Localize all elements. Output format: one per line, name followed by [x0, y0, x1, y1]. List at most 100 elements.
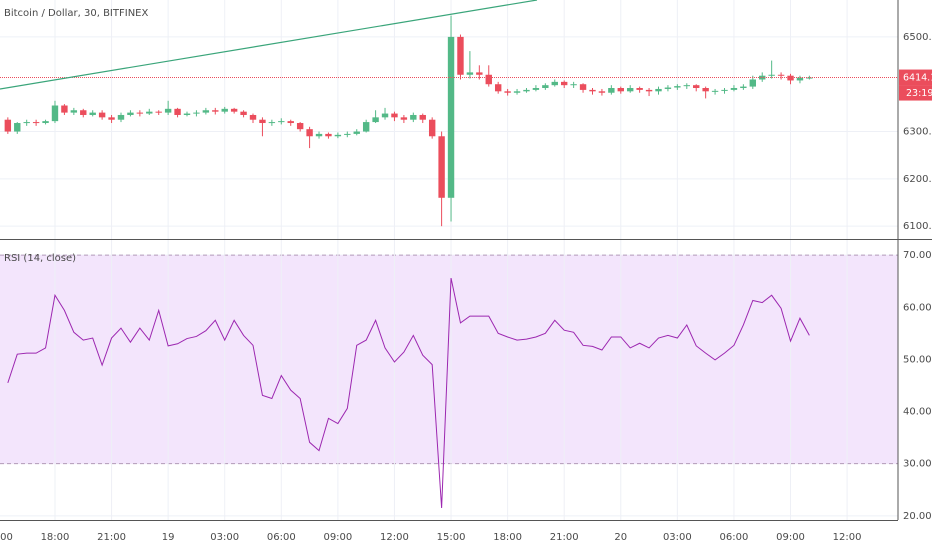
y-tick-label: 20.0000 — [903, 511, 932, 522]
last-price-tag — [899, 69, 932, 86]
candle-body — [617, 88, 624, 92]
x-tick-label: 18:00 — [493, 532, 522, 543]
indicator-title: RSI (14, close) — [4, 253, 76, 264]
candle-body — [4, 119, 12, 132]
candle-body — [278, 121, 285, 123]
candle-body — [80, 110, 87, 115]
candle-body — [683, 85, 690, 87]
candle-body — [230, 108, 238, 112]
candle-body — [457, 36, 464, 75]
countdown-label: 23:19 — [906, 88, 932, 99]
candle-body — [419, 114, 426, 120]
candle-body — [627, 88, 634, 92]
candle-body — [693, 85, 700, 89]
candle-body — [362, 122, 370, 132]
candle-body — [32, 122, 40, 124]
candle-body — [561, 81, 568, 86]
x-tick-label: 09:00 — [323, 532, 352, 543]
labels: 6100.0 6200.0 6300.0 6500.0 20.0000 30.0000 40… — [0, 32, 932, 543]
x-tick-label: 12:00 — [380, 532, 409, 543]
candle-body — [777, 74, 785, 76]
x-tick-label: 21:00 — [550, 532, 579, 543]
candle-body — [504, 91, 511, 93]
candle-body — [749, 79, 756, 87]
x-tick-label: 18:00 — [41, 532, 70, 543]
x-tick-label: 03:00 — [210, 532, 239, 543]
candle-body — [127, 112, 134, 115]
marks — [0, 15, 898, 509]
candle-body — [476, 72, 483, 75]
candle-body — [702, 88, 709, 92]
candle-body — [136, 112, 144, 114]
y-tick-label: 60.0000 — [903, 302, 932, 313]
candle-body — [240, 111, 247, 115]
y-tick-label: 70.0000 — [903, 250, 932, 261]
candle-body — [315, 133, 323, 137]
rsi-band — [0, 255, 898, 464]
candle-body — [485, 74, 492, 85]
x-tick-label: 06:00 — [267, 532, 296, 543]
candle-body — [438, 136, 445, 198]
candle-body — [212, 110, 219, 112]
candle-body — [70, 110, 78, 113]
candle-body — [287, 121, 294, 124]
x-tick-label: 03:00 — [663, 532, 692, 543]
y-tick-label: 6200.0 — [903, 174, 932, 185]
candle-body — [61, 105, 68, 113]
candle-body — [296, 123, 304, 130]
trend-line — [0, 0, 538, 90]
candle-body — [740, 86, 747, 89]
candle-body — [674, 86, 681, 88]
countdown-tag — [899, 85, 932, 101]
candle-body — [174, 108, 181, 115]
candle-body — [221, 108, 228, 112]
candle-body — [98, 112, 106, 118]
candle-body — [579, 84, 587, 90]
candle-body — [164, 108, 172, 113]
candle-body — [108, 117, 115, 120]
candle-body — [268, 122, 276, 124]
candle-body — [193, 112, 200, 114]
candle-body — [306, 129, 313, 137]
y-tick-label: 50.0000 — [903, 354, 932, 365]
candle-body — [334, 134, 342, 137]
candle-body — [447, 36, 455, 198]
candle-body — [806, 77, 813, 79]
candle-body — [532, 88, 540, 90]
candle-body — [645, 89, 653, 92]
candle-body — [664, 87, 672, 89]
x-tick-label: 21:00 — [97, 532, 126, 543]
candle-body — [796, 77, 804, 81]
y-tick-label: 6300.0 — [903, 127, 932, 138]
candle-body — [400, 117, 408, 120]
chart-title: Bitcoin / Dollar, 30, BITFINEX — [4, 8, 148, 19]
candle-body — [466, 72, 474, 75]
candle-body — [89, 112, 96, 115]
candle-body — [589, 89, 596, 92]
candle-body — [655, 88, 662, 92]
y-tick-label: 6500.0 — [903, 32, 932, 43]
x-tick-label: 15:00 — [437, 532, 466, 543]
candle-body — [636, 88, 643, 90]
candle-body — [410, 114, 417, 120]
candle-body — [117, 114, 125, 120]
candle-body — [14, 123, 21, 132]
candle-body — [721, 89, 728, 91]
candle-body — [551, 81, 558, 86]
candle-body — [768, 74, 775, 76]
candle-body — [570, 84, 577, 86]
candle-body — [155, 111, 162, 113]
candle-body — [353, 131, 360, 134]
candle-body — [391, 113, 398, 118]
candle-body — [494, 84, 502, 92]
candle-body — [711, 90, 719, 92]
candle-body — [344, 133, 351, 135]
y-tick-label: 40.0000 — [903, 407, 932, 418]
y-tick-label: 30.0000 — [903, 459, 932, 470]
candle-body — [325, 133, 332, 137]
candle-body — [146, 111, 153, 114]
candle-body — [249, 114, 257, 120]
candle-body — [42, 121, 49, 124]
candle-body — [23, 122, 30, 124]
candle-body — [372, 117, 379, 123]
